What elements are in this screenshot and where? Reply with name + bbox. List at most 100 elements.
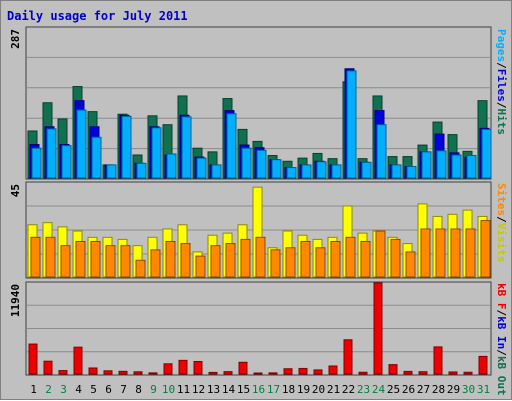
bar-sites-day-6: [105, 245, 116, 278]
day-label-6: 6: [105, 383, 112, 396]
legend-kb: kB F/kB In/kB Out: [495, 283, 508, 396]
bar-sites-day-13: [210, 245, 221, 278]
day-label-16: 16: [252, 383, 265, 396]
bar-sites-day-24: [375, 230, 386, 278]
day-label-21: 21: [327, 383, 340, 396]
bar-sites-day-18: [285, 247, 296, 278]
y-max-label-1: 287: [9, 29, 22, 49]
bar-pages-day-15: [241, 147, 252, 179]
bar-sites-day-29: [450, 228, 461, 278]
bar-pages-day-16: [256, 149, 267, 179]
y-max-label-3: 11940: [9, 284, 22, 317]
bar-kb-f-day-15: [238, 361, 248, 375]
bar-sites-day-26: [405, 251, 416, 278]
bar-sites-day-7: [120, 245, 131, 278]
bar-sites-day-11: [180, 243, 191, 278]
bar-pages-day-7: [121, 115, 132, 179]
day-label-5: 5: [90, 383, 97, 396]
bar-kb-f-day-8: [133, 371, 143, 375]
bar-kb-f-day-3: [58, 370, 68, 375]
legend-sites-visits: Sites/Visits: [495, 183, 508, 263]
bar-sites-day-25: [390, 238, 401, 278]
legend-kb-part: kB F: [495, 283, 508, 310]
bar-pages-day-3: [61, 145, 72, 179]
bar-sites-day-2: [45, 236, 56, 278]
day-label-27: 27: [417, 383, 430, 396]
bar-pages-day-31: [481, 128, 492, 179]
day-label-19: 19: [297, 383, 310, 396]
legend-pages-files-hits-part: /: [495, 62, 508, 69]
bar-pages-day-18: [286, 167, 297, 179]
bar-pages-day-8: [136, 162, 147, 179]
bar-kb-f-day-20: [313, 369, 323, 375]
bar-sites-day-22: [345, 236, 356, 278]
day-label-2: 2: [45, 383, 52, 396]
day-label-10: 10: [162, 383, 175, 396]
legend-kb-part: /: [495, 310, 508, 317]
bar-kb-f-day-30: [463, 371, 473, 375]
bar-sites-day-21: [330, 240, 341, 278]
day-label-7: 7: [120, 383, 127, 396]
bar-pages-day-4: [76, 109, 87, 179]
bar-kb-f-day-12: [193, 361, 203, 375]
bar-kb-f-day-11: [178, 359, 188, 375]
legend-pages-files-hits-part: /: [495, 102, 508, 109]
legend-pages-files-hits-part: Pages: [495, 29, 508, 62]
bar-kb-f-day-22: [343, 339, 353, 375]
bar-pages-day-27: [421, 151, 432, 179]
bar-kb-f-day-13: [208, 371, 218, 375]
bar-pages-day-24: [376, 124, 387, 179]
bar-sites-day-5: [90, 240, 101, 278]
bar-kb-f-day-18: [283, 368, 293, 375]
bar-pages-day-25: [391, 164, 402, 179]
bar-pages-day-11: [181, 116, 192, 179]
day-label-8: 8: [135, 383, 142, 396]
bar-kb-f-day-26: [403, 370, 413, 375]
chart-title: Daily usage for July 2011: [7, 9, 188, 23]
bar-sites-day-4: [75, 240, 86, 278]
bar-kb-f-day-6: [103, 370, 113, 375]
day-label-28: 28: [432, 383, 445, 396]
bar-kb-f-day-9: [148, 372, 158, 375]
bar-kb-f-day-27: [418, 371, 428, 375]
bar-sites-day-20: [315, 247, 326, 278]
bar-pages-day-1: [31, 147, 42, 179]
bar-pages-day-13: [211, 164, 222, 179]
bar-sites-day-9: [150, 249, 161, 278]
day-label-18: 18: [282, 383, 295, 396]
bar-pages-day-6: [106, 164, 117, 179]
legend-kb-part: /: [495, 349, 508, 356]
day-label-12: 12: [192, 383, 205, 396]
day-label-26: 26: [402, 383, 415, 396]
bar-sites-day-15: [240, 238, 251, 278]
bar-sites-day-23: [360, 240, 371, 278]
bar-pages-day-5: [91, 136, 102, 179]
bar-pages-day-2: [46, 128, 57, 179]
bar-sites-day-8: [135, 259, 146, 278]
bar-sites-day-12: [195, 255, 206, 278]
bar-pages-day-30: [466, 155, 477, 179]
day-label-11: 11: [177, 383, 190, 396]
bar-kb-f-day-1: [28, 343, 38, 375]
bar-pages-day-12: [196, 157, 207, 179]
bar-sites-day-19: [300, 240, 311, 278]
day-label-3: 3: [60, 383, 67, 396]
day-label-4: 4: [75, 383, 82, 396]
day-label-1: 1: [30, 383, 37, 396]
legend-kb-part: kB In: [495, 316, 508, 349]
bar-kb-f-day-25: [388, 364, 398, 375]
bar-sites-day-10: [165, 240, 176, 278]
legend-sites-visits-part: Sites: [495, 183, 508, 216]
legend-pages-files-hits-part: Hits: [495, 109, 508, 136]
day-label-23: 23: [357, 383, 370, 396]
bar-sites-day-1: [30, 236, 41, 278]
bar-kb-f-day-16: [253, 372, 263, 375]
bar-pages-day-28: [436, 150, 447, 179]
bar-sites-day-3: [60, 245, 71, 278]
bar-kb-f-day-14: [223, 371, 233, 375]
day-label-20: 20: [312, 383, 325, 396]
bar-kb-f-day-2: [43, 360, 53, 375]
bar-pages-day-17: [271, 159, 282, 179]
